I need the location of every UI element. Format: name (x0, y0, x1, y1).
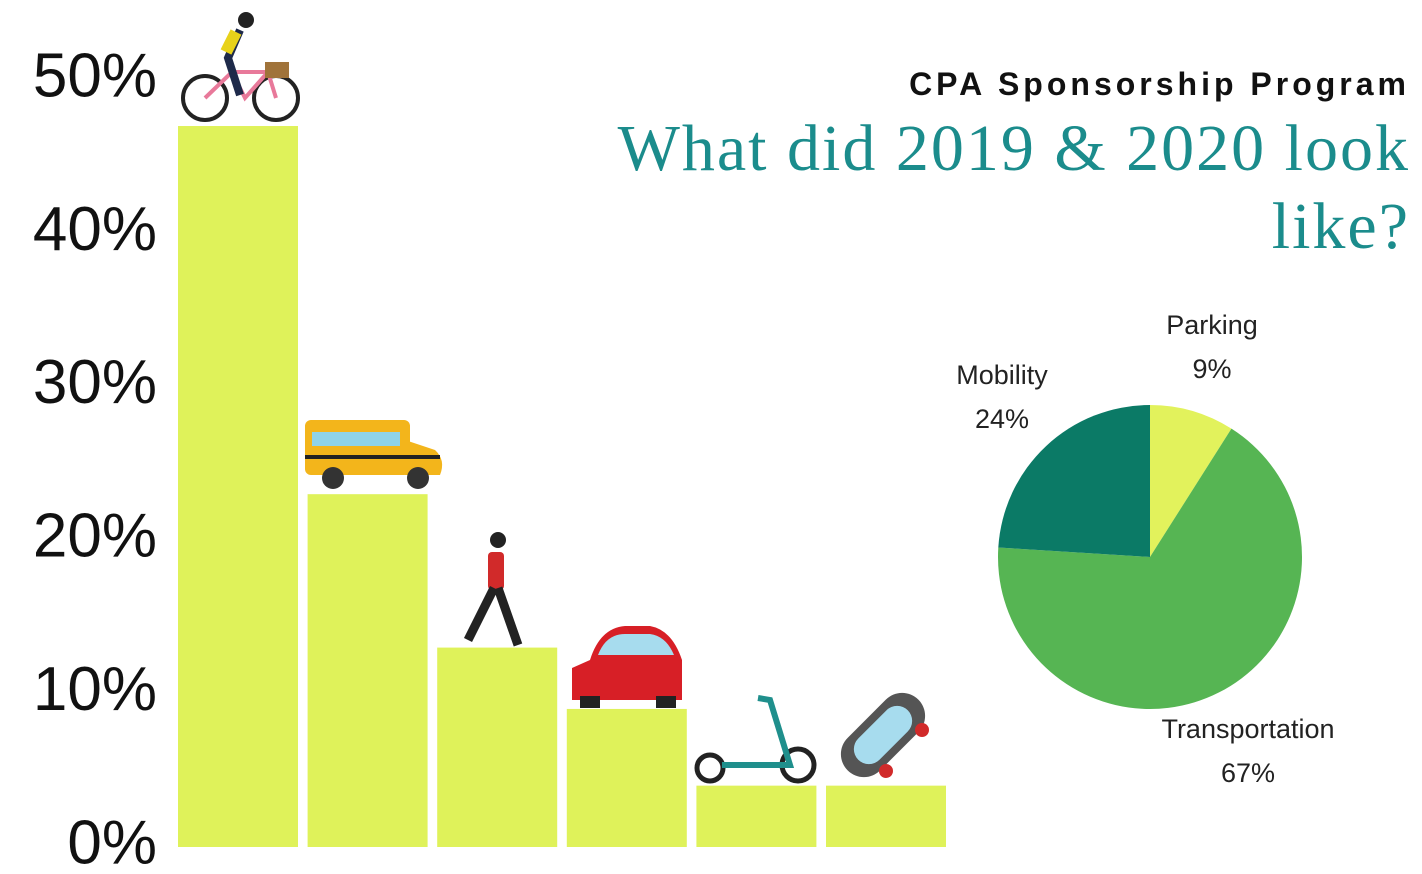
slice-value-label: 24% (975, 404, 1029, 434)
skateboard-icon (840, 692, 929, 778)
slice-value-label: 67% (1221, 758, 1275, 788)
bar (696, 785, 817, 847)
pie-slice (1150, 405, 1232, 557)
bar (826, 785, 946, 847)
chart-title: What did 2019 & 2020 look like? (617, 112, 1410, 263)
y-tick-label: 50% (33, 41, 157, 110)
bar (178, 126, 298, 847)
slice-label: Parking (1166, 310, 1258, 340)
pie-slice (998, 428, 1302, 710)
pie-slice (998, 405, 1150, 557)
subtitle: CPA Sponsorship Program (909, 66, 1410, 102)
car-icon (572, 626, 682, 708)
bar (566, 708, 687, 847)
slice-label: Mobility (956, 360, 1048, 390)
bar (437, 647, 558, 847)
y-tick-label: 30% (33, 348, 157, 417)
y-tick-label: 0% (67, 808, 157, 874)
slice-label: Transportation (1161, 714, 1334, 744)
y-tick-label: 40% (33, 195, 157, 264)
y-tick-label: 10% (33, 655, 157, 724)
bicycle-icon (181, 12, 300, 122)
bar (307, 494, 428, 847)
y-tick-label: 20% (33, 502, 157, 571)
slice-value-label: 9% (1192, 354, 1231, 384)
bus-icon (305, 420, 443, 489)
walker-icon (463, 532, 523, 647)
scooter-icon (694, 695, 817, 784)
